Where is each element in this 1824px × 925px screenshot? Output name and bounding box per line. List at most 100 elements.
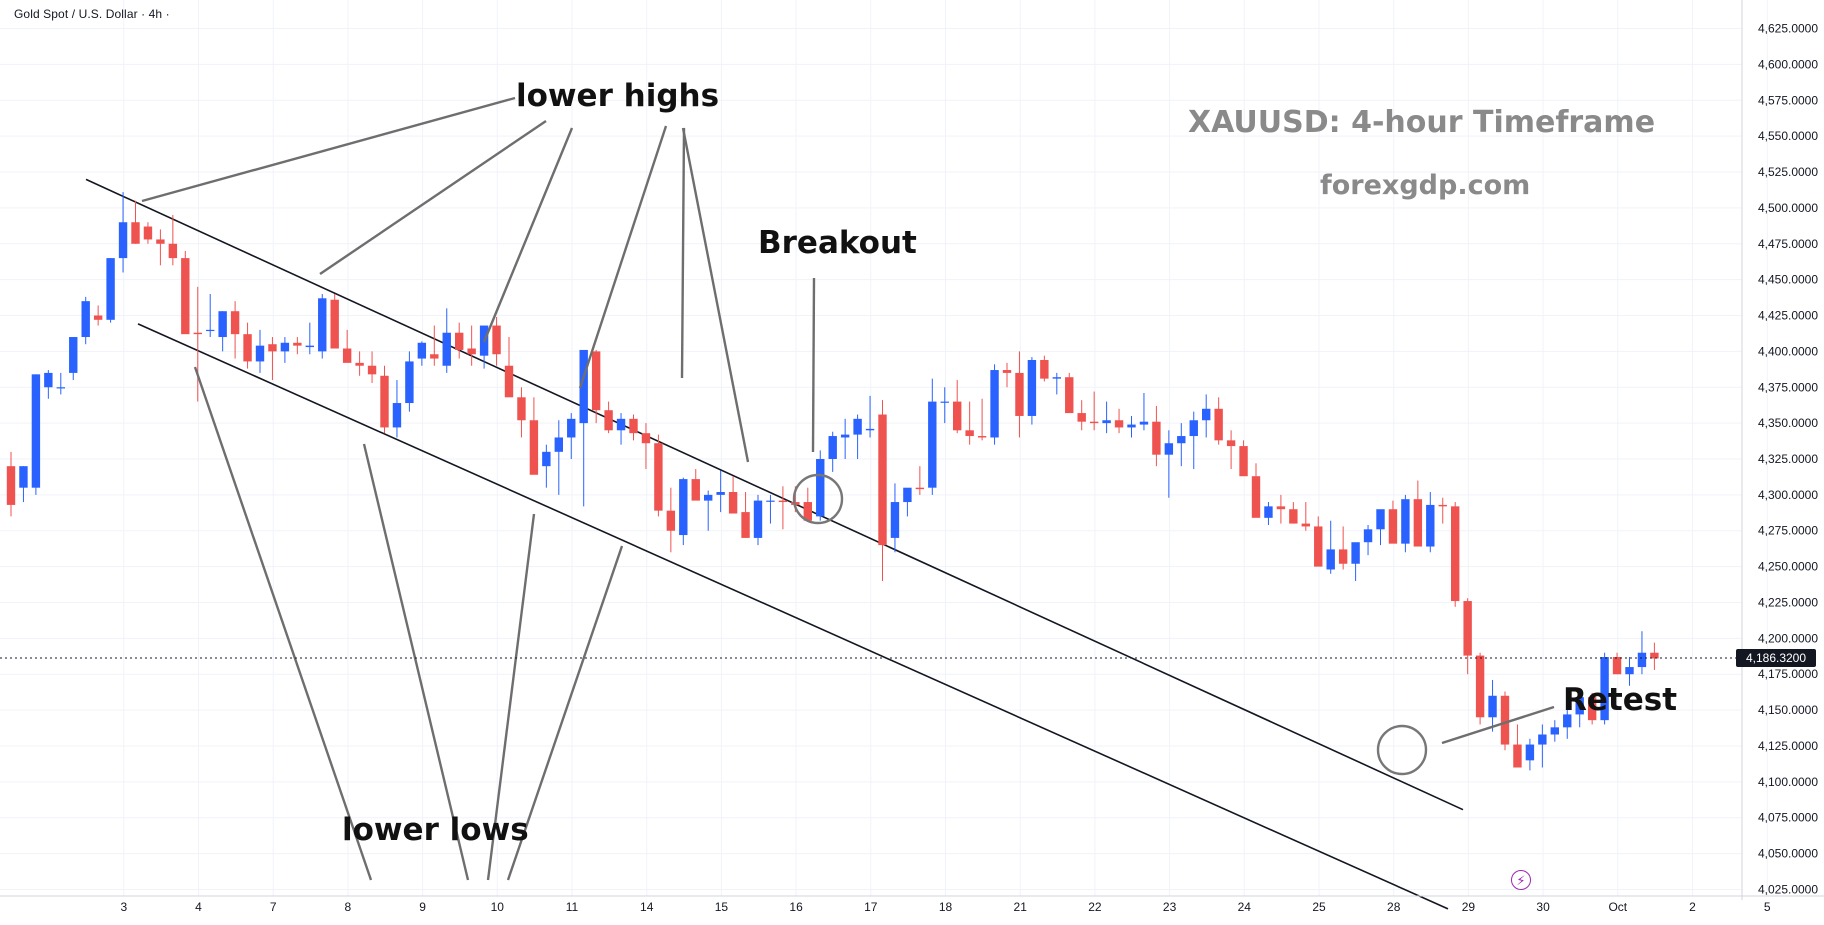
price-tick-label: 4,200.0000	[1758, 631, 1818, 645]
time-tick-label: 23	[1163, 900, 1177, 914]
candle-bullish	[118, 192, 128, 273]
candle-bearish	[293, 337, 302, 355]
candle-body	[1089, 421, 1099, 424]
candle-body	[405, 361, 414, 404]
candle-bearish	[529, 397, 539, 475]
candle-body	[1326, 549, 1335, 570]
candle-bearish	[1214, 397, 1223, 445]
candle-body	[156, 239, 165, 244]
candle-bullish	[318, 293, 327, 359]
candle-bearish	[1251, 463, 1261, 518]
candle-bullish	[554, 420, 563, 495]
candle-bearish	[1587, 692, 1597, 725]
candle-bullish	[280, 337, 290, 363]
price-tick-label: 4,050.0000	[1758, 847, 1818, 861]
candle-bullish	[1575, 697, 1584, 728]
candle-bullish	[679, 477, 688, 546]
candle-bearish	[1089, 391, 1099, 431]
price-tick-label: 4,500.0000	[1758, 201, 1818, 215]
candle-body	[492, 325, 501, 355]
grid-lines	[0, 0, 1768, 896]
candle-bullish	[206, 293, 215, 338]
candle-bearish	[143, 222, 153, 244]
candle-bearish	[430, 325, 439, 366]
candle-bearish	[1413, 480, 1423, 547]
candle-bearish	[1388, 500, 1398, 544]
candle-body	[318, 298, 327, 352]
time-tick-label: 22	[1088, 900, 1102, 914]
candle-body	[828, 436, 837, 459]
time-tick-label: 29	[1462, 900, 1476, 914]
candle-body	[131, 222, 140, 244]
candle-body	[965, 430, 974, 437]
price-tick-label: 4,025.0000	[1758, 882, 1818, 896]
time-tick-label: Oct	[1608, 900, 1627, 914]
price-tick-label: 4,250.0000	[1758, 560, 1818, 574]
price-tick-label: 4,350.0000	[1758, 416, 1818, 430]
candle-body	[467, 348, 476, 355]
price-axis[interactable]: 4,025.0000 4,050.0000 4,075.0000 4,100.0000…	[1758, 22, 1818, 897]
candle-bullish	[1600, 652, 1609, 725]
retest-circle	[1376, 724, 1428, 776]
candle-bullish	[106, 258, 115, 323]
callout-line	[486, 513, 536, 881]
candle-bearish	[977, 398, 987, 441]
candle-body	[93, 315, 103, 320]
time-tick-label: 21	[1014, 900, 1028, 914]
time-axis[interactable]: 3 4 7 8 9 10 11 14 15 16 17 18 21 22 23 24 25 28 29 30 Oct 2 5	[120, 900, 1770, 914]
candle-body	[517, 397, 526, 421]
candle-bullish	[1164, 430, 1174, 498]
candle-body	[853, 418, 862, 435]
candle-body	[1575, 697, 1584, 715]
candle-bullish	[1264, 502, 1273, 526]
candle-body	[878, 414, 887, 546]
candle-bearish	[691, 469, 700, 501]
symbol-title[interactable]: Gold Spot / U.S. Dollar · 4h ·	[14, 7, 170, 21]
candle-body	[1463, 601, 1472, 656]
candle-body	[1065, 377, 1074, 414]
price-tick-label: 4,475.0000	[1758, 237, 1818, 251]
candle-body	[367, 365, 377, 375]
candle-bullish	[1351, 542, 1360, 581]
candle-body	[44, 372, 53, 388]
candle-bullish	[1637, 631, 1647, 675]
candle-bullish	[56, 372, 65, 395]
candle-bullish	[753, 494, 763, 546]
time-tick-label: 4	[195, 900, 202, 914]
candle-body	[280, 342, 290, 352]
candle-body	[206, 329, 215, 332]
candle-body	[430, 354, 439, 359]
candle-body	[193, 332, 202, 335]
candle-bearish	[93, 305, 103, 326]
candle-body	[542, 451, 551, 467]
time-tick-label: 24	[1238, 900, 1252, 914]
candle-body	[1002, 370, 1012, 373]
candle-bearish	[965, 401, 974, 445]
candle-body	[741, 512, 750, 538]
candle-bullish	[567, 413, 576, 459]
annotation-lines	[141, 96, 1555, 881]
candle-body	[840, 434, 850, 438]
candle-bearish	[467, 325, 476, 366]
candle-body	[1550, 727, 1559, 735]
lightning-icon[interactable]: ⚡	[1511, 870, 1531, 890]
candle-bullish	[840, 418, 850, 459]
candle-bearish	[666, 487, 676, 553]
candle-body	[1338, 549, 1348, 564]
candle-body	[1513, 744, 1522, 768]
candle-body	[417, 342, 427, 359]
candle-body	[342, 348, 352, 363]
candle-bullish	[1401, 494, 1410, 553]
candle-bullish	[392, 380, 402, 438]
candle-bullish	[903, 487, 912, 517]
time-tick-label: 25	[1312, 900, 1326, 914]
candle-bullish	[1525, 738, 1535, 771]
annotation-breakout: Breakout	[758, 225, 917, 261]
candle-body	[442, 332, 451, 366]
candle-body	[1239, 446, 1248, 477]
price-tick-label: 4,525.0000	[1758, 165, 1818, 179]
candle-body	[915, 487, 925, 490]
candle-body	[1538, 734, 1547, 745]
candle-bullish	[1426, 492, 1435, 553]
